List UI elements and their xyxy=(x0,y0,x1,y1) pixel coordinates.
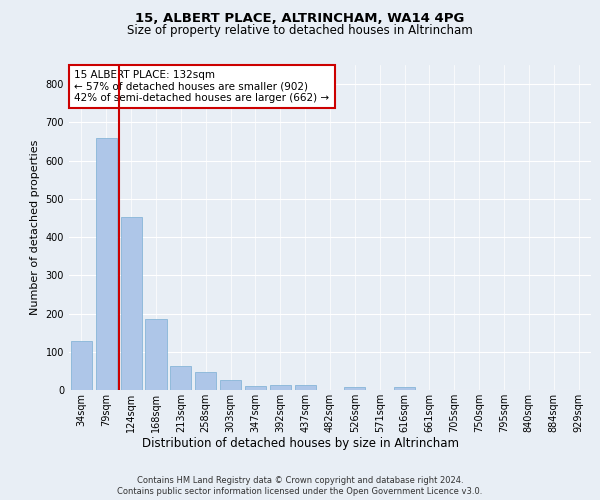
Bar xyxy=(220,380,241,390)
Text: Contains public sector information licensed under the Open Government Licence v3: Contains public sector information licen… xyxy=(118,487,482,496)
Bar xyxy=(295,386,316,390)
Bar xyxy=(245,386,266,390)
Bar xyxy=(195,372,216,390)
Y-axis label: Number of detached properties: Number of detached properties xyxy=(30,140,40,315)
Bar xyxy=(71,341,92,390)
Text: Size of property relative to detached houses in Altrincham: Size of property relative to detached ho… xyxy=(127,24,473,37)
Text: Contains HM Land Registry data © Crown copyright and database right 2024.: Contains HM Land Registry data © Crown c… xyxy=(137,476,463,485)
Bar xyxy=(394,386,415,390)
Bar xyxy=(96,138,117,390)
Bar xyxy=(270,385,291,390)
Bar xyxy=(344,388,365,390)
Bar xyxy=(121,217,142,390)
Bar xyxy=(170,366,191,390)
Text: 15, ALBERT PLACE, ALTRINCHAM, WA14 4PG: 15, ALBERT PLACE, ALTRINCHAM, WA14 4PG xyxy=(136,12,464,26)
Text: Distribution of detached houses by size in Altrincham: Distribution of detached houses by size … xyxy=(142,438,458,450)
Bar xyxy=(145,320,167,390)
Text: 15 ALBERT PLACE: 132sqm
← 57% of detached houses are smaller (902)
42% of semi-d: 15 ALBERT PLACE: 132sqm ← 57% of detache… xyxy=(74,70,329,103)
